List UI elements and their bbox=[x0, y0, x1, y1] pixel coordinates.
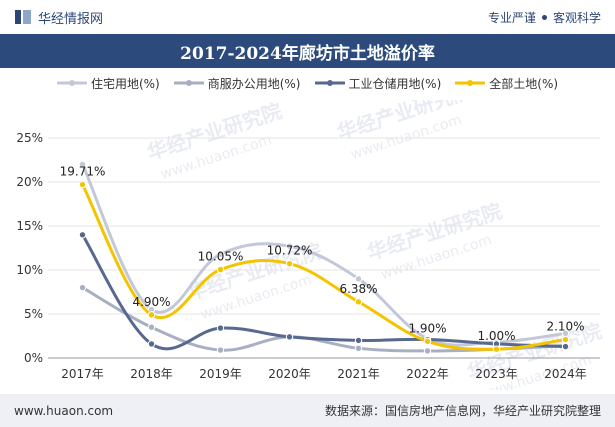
legend-swatch-icon bbox=[56, 80, 87, 86]
data-point-2 bbox=[561, 342, 570, 351]
legend-item-0[interactable]: 住宅用地(%) bbox=[56, 75, 160, 92]
chart-title-bar: 2017-2024年廊坊市土地溢价率 bbox=[0, 34, 615, 68]
data-point-3 bbox=[354, 298, 363, 306]
brand-name: 华经情报网 bbox=[38, 11, 104, 27]
data-point-2 bbox=[285, 333, 294, 341]
y-tick-label: 10% bbox=[16, 263, 43, 277]
data-point-3 bbox=[561, 335, 570, 344]
bullet-dot-icon bbox=[541, 14, 547, 20]
data-point-2 bbox=[78, 231, 87, 239]
legend-item-2[interactable]: 工业仓储用地(%) bbox=[314, 75, 442, 92]
x-tick-label: 2019年 bbox=[199, 367, 242, 381]
legend-label: 全部土地(%) bbox=[489, 76, 559, 91]
data-label: 1.90% bbox=[408, 321, 446, 335]
data-label: 19.71% bbox=[60, 165, 106, 179]
data-point-3 bbox=[216, 265, 225, 274]
x-tick-label: 2017年 bbox=[61, 367, 104, 381]
data-point-0 bbox=[216, 250, 225, 258]
slogan: 专业严谨 客观科学 bbox=[488, 9, 601, 26]
y-tick-label: 20% bbox=[16, 175, 43, 189]
header-bar: 华经情报网 专业严谨 客观科学 bbox=[0, 0, 615, 34]
data-label: 2.10% bbox=[546, 320, 584, 334]
legend-swatch-icon bbox=[455, 80, 486, 86]
data-point-3 bbox=[147, 311, 156, 319]
data-point-3 bbox=[492, 345, 501, 353]
legend-label: 商服办公用地(%) bbox=[207, 76, 301, 91]
data-label: 10.05% bbox=[198, 250, 244, 264]
slogan-left: 专业严谨 bbox=[487, 10, 536, 25]
chart-legend: 住宅用地(%) 商服办公用地(%) 工业仓储用地(%) 全部土地(%) bbox=[0, 70, 615, 96]
data-label: 1.00% bbox=[477, 329, 515, 343]
data-label: 10.72% bbox=[267, 244, 313, 258]
data-point-0 bbox=[285, 242, 294, 250]
data-point-2 bbox=[147, 340, 156, 348]
data-point-1 bbox=[147, 323, 156, 331]
logo-icon bbox=[15, 10, 31, 24]
data-point-0 bbox=[354, 275, 363, 283]
legend-swatch-icon bbox=[314, 80, 345, 86]
legend-label: 工业仓储用地(%) bbox=[348, 76, 442, 91]
legend-item-1[interactable]: 商服办公用地(%) bbox=[173, 75, 301, 92]
x-tick-label: 2021年 bbox=[337, 367, 380, 381]
x-tick-label: 2018年 bbox=[130, 367, 173, 381]
legend-swatch-icon bbox=[173, 80, 204, 86]
x-tick-label: 2024年 bbox=[544, 367, 587, 381]
data-point-2 bbox=[354, 336, 363, 345]
y-tick-label: 0% bbox=[24, 351, 43, 365]
x-tick-label: 2023年 bbox=[475, 367, 518, 381]
footer-bar: www.huaon.com 数据来源：国信房地产信息网，华经产业研究院整理 bbox=[0, 394, 615, 427]
y-tick-label: 5% bbox=[24, 307, 43, 321]
y-tick-label: 15% bbox=[16, 219, 43, 233]
footer-source: 数据来源：国信房地产信息网，华经产业研究院整理 bbox=[324, 404, 601, 418]
x-tick-label: 2022年 bbox=[406, 367, 449, 381]
data-point-1 bbox=[216, 346, 225, 354]
data-point-3 bbox=[78, 180, 87, 189]
data-point-0 bbox=[78, 160, 87, 169]
legend-label: 住宅用地(%) bbox=[90, 76, 160, 91]
data-point-3 bbox=[285, 259, 294, 268]
data-point-3 bbox=[423, 337, 432, 345]
brand[interactable]: 华经情报网 bbox=[14, 8, 103, 27]
data-label: 4.90% bbox=[132, 295, 170, 309]
data-point-1 bbox=[78, 283, 87, 292]
legend-item-3[interactable]: 全部土地(%) bbox=[455, 75, 558, 92]
data-point-2 bbox=[216, 324, 225, 332]
chart-title: 2017-2024年廊坊市土地溢价率 bbox=[180, 43, 435, 64]
slogan-right: 客观科学 bbox=[552, 10, 601, 25]
x-tick-label: 2020年 bbox=[268, 367, 311, 381]
data-label: 6.38% bbox=[339, 282, 377, 296]
data-point-1 bbox=[423, 347, 432, 355]
y-tick-label: 25% bbox=[16, 131, 43, 145]
footer-website[interactable]: www.huaon.com bbox=[14, 403, 114, 418]
data-point-1 bbox=[354, 344, 363, 353]
